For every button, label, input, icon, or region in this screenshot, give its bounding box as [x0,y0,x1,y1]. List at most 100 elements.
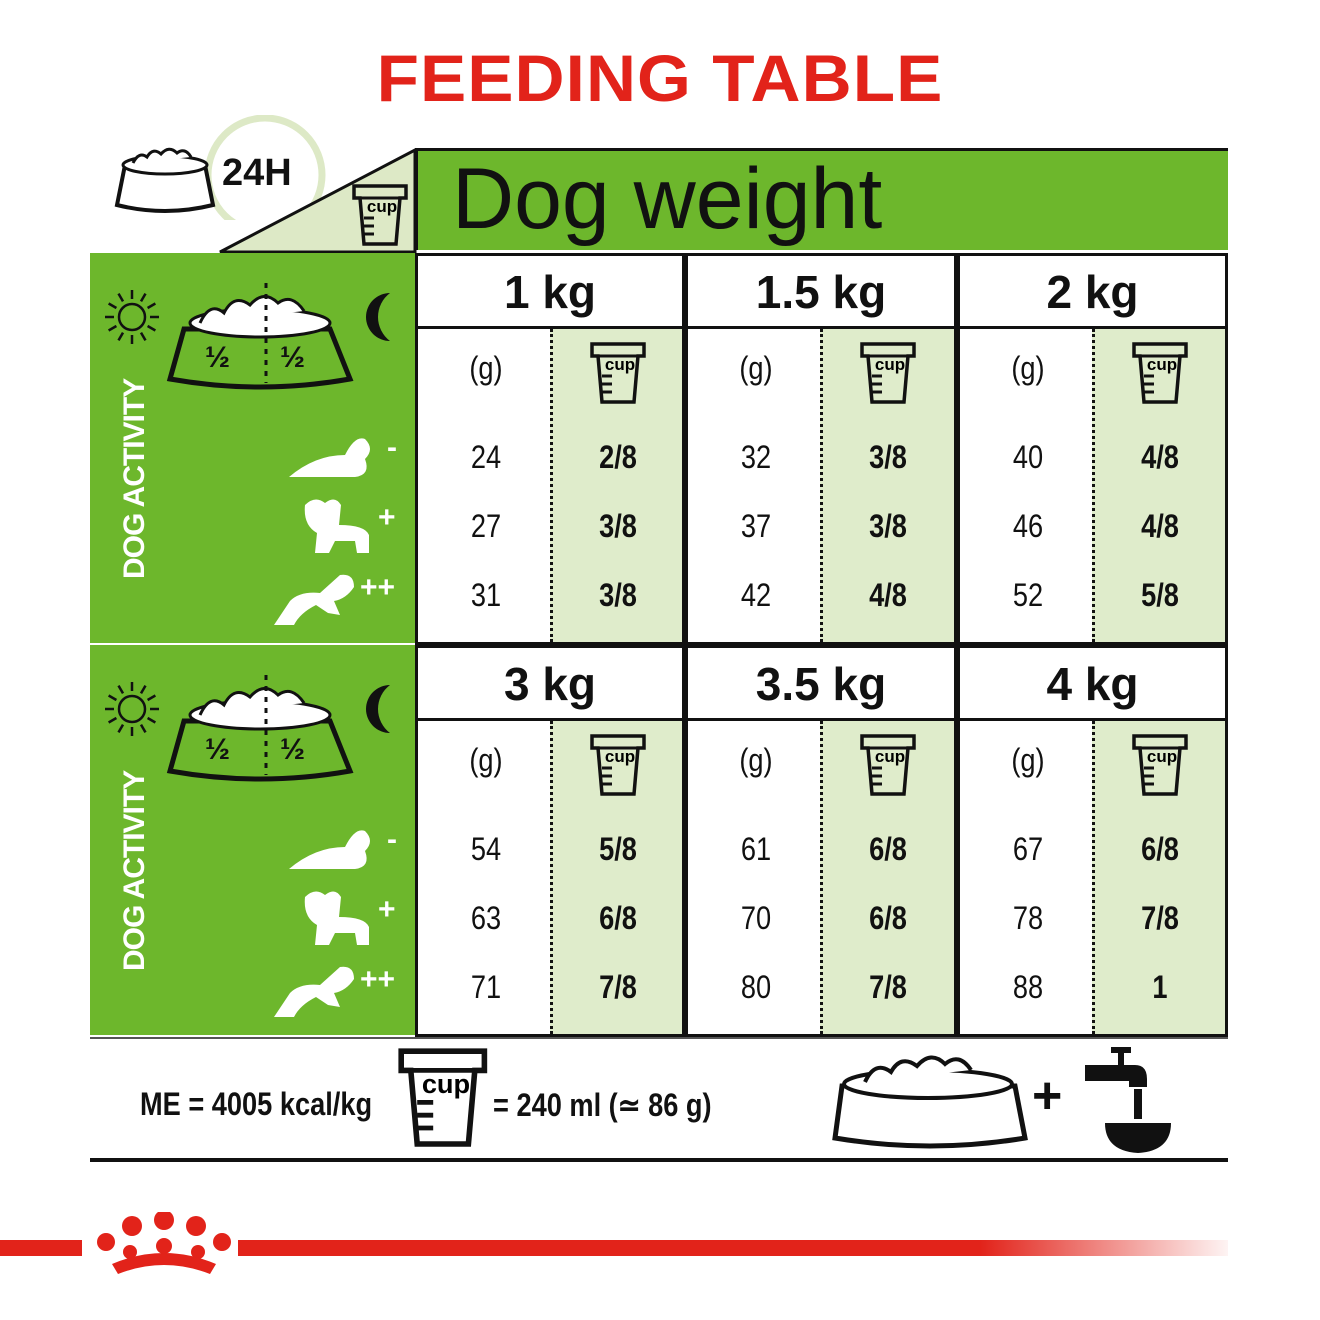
cup-column [1092,329,1225,642]
activity-level-label: ++ [360,963,396,996]
dog-activity-2-icon [304,891,369,945]
divider [90,1037,1228,1039]
dog-activity-3-icon [274,574,354,625]
period-label: 24H [222,152,292,194]
cup-equivalence: = 240 ml (≃ 86 g) [493,1087,712,1123]
cup-value: 7/8 [869,969,907,1005]
grams-value: 88 [1012,969,1044,1005]
half-label: ½ [280,341,306,374]
bowl-icon [832,1055,1028,1149]
brand-stripe [0,1240,82,1256]
cup-value: 2/8 [599,439,637,475]
page-title: FEEDING TABLE [376,41,944,115]
cup-label: cup [605,747,635,766]
grams-value: 61 [740,831,772,867]
energy-label: ME = 4005 kcal/kg [140,1086,373,1122]
weight-block: 3.5 kg (g) cup 61 6/8 70 6/8 80 7/8 [685,645,957,1037]
cup-value: 6/8 [599,900,637,936]
cup-value: 4/8 [1141,439,1179,475]
weight-block: 2 kg (g) cup 40 4/8 46 4/8 52 5/8 [957,253,1228,645]
dog-activity-1-icon [289,438,370,477]
weight-block: 1 kg (g) cup 24 2/8 27 3/8 31 3/8 [415,253,685,645]
cup-column [1092,721,1225,1034]
divider [90,1158,1228,1162]
cup-icon: cup [1132,342,1188,409]
grams-value: 67 [1012,831,1044,867]
cup-value: 3/8 [869,439,907,475]
grams-value: 24 [470,439,502,475]
dog-weight-header [415,148,1228,250]
cup-icon: cup [398,1048,488,1152]
weight-block: 3 kg (g) cup 54 5/8 63 6/8 71 7/8 [415,645,685,1037]
activity-level-label: + [378,501,396,534]
grams-value: 31 [470,577,502,613]
activity-level-label: - [387,823,397,856]
cup-column [820,329,954,642]
cup-label: cup [605,355,635,374]
dog-activity-2-icon [304,499,369,553]
cup-value: 6/8 [869,900,907,936]
grams-header: (g) [469,742,503,778]
cup-value: 1 [1152,969,1168,1005]
activity-level-label: - [387,431,397,464]
weight-block: 4 kg (g) cup 67 6/8 78 7/8 88 1 [957,645,1228,1037]
grams-value: 42 [740,577,772,613]
cup-value: 7/8 [1141,900,1179,936]
grams-header: (g) [739,742,773,778]
grams-value: 52 [1012,577,1044,613]
cup-icon: cup [590,734,646,801]
cup-label: cup [422,1068,470,1099]
cup-column [550,721,682,1034]
dog-activity-3-icon [274,966,354,1017]
grams-value: 71 [470,969,502,1005]
weight-header: 1.5 kg [688,256,954,329]
plus-sign: + [1032,1067,1063,1125]
cup-value: 5/8 [599,831,637,867]
cup-value: 6/8 [1141,831,1179,867]
cup-icon: cup [590,342,646,409]
grams-header: (g) [1011,742,1045,778]
activity-level-label: + [378,893,396,926]
cup-value: 3/8 [869,508,907,544]
cup-icon: cup [860,734,916,801]
bowl-24h-icon [114,115,326,220]
cup-value: 4/8 [869,577,907,613]
weight-header: 3 kg [418,648,682,721]
grams-value: 80 [740,969,772,1005]
grams-value: 27 [470,508,502,544]
activity-panel-1: ½ ½ DOG ACTIVITY - + ++ [90,253,415,643]
grams-value: 63 [470,900,502,936]
cup-label: cup [1147,747,1177,766]
weight-header: 4 kg [960,648,1225,721]
cup-label: cup [875,355,905,374]
grams-value: 70 [740,900,772,936]
grams-value: 40 [1012,439,1044,475]
cup-label: cup [875,747,905,766]
weight-header: 2 kg [960,256,1225,329]
grams-value: 46 [1012,508,1044,544]
cup-icon: cup [860,342,916,409]
cup-label: cup [1147,355,1177,374]
weight-block: 1.5 kg (g) cup 32 3/8 37 3/8 42 4/8 [685,253,957,645]
cup-value: 6/8 [869,831,907,867]
activity-label: DOG ACTIVITY [118,770,151,971]
grams-header: (g) [739,350,773,386]
cup-value: 4/8 [1141,508,1179,544]
grams-value: 78 [1012,900,1044,936]
weight-header: 3.5 kg [688,648,954,721]
grams-value: 37 [740,508,772,544]
crown-logo [97,1212,231,1274]
cup-value: 7/8 [599,969,637,1005]
dog-activity-1-icon [289,830,370,869]
half-label: ½ [205,733,231,766]
cup-column [550,329,682,642]
cup-label: cup [367,197,397,216]
day-night-bowl-icon [105,675,390,782]
half-label: ½ [280,733,306,766]
activity-level-label: ++ [360,571,396,604]
dog-weight-title: Dog weight [452,151,883,247]
grams-value: 32 [740,439,772,475]
cup-icon: cup [1132,734,1188,801]
activity-panel-2: ½ ½ DOG ACTIVITY - + ++ [90,645,415,1035]
activity-label: DOG ACTIVITY [118,378,151,579]
